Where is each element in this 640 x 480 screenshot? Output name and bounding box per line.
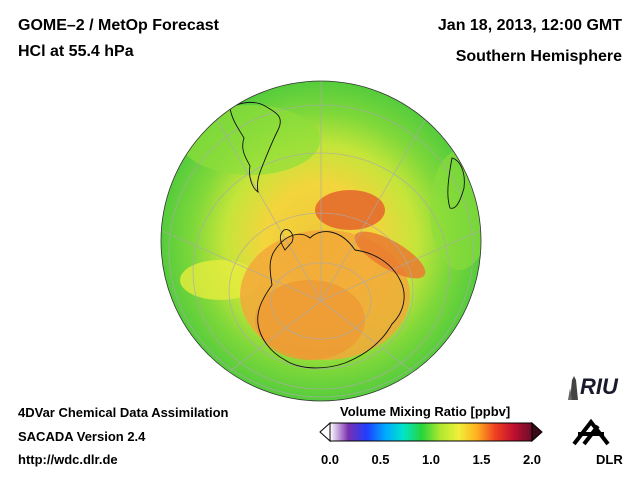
- dlr-logo-icon: [572, 418, 610, 446]
- hcl-tongue: [354, 231, 426, 279]
- colorbar-tick-label: 2.0: [522, 452, 542, 467]
- southern-hemisphere-map: [160, 80, 482, 402]
- riu-logo-text: RIU: [580, 374, 618, 399]
- colorbar-max-arrow: [531, 421, 543, 443]
- antarctica-outline: [257, 231, 405, 369]
- colorbar-min-arrow: [319, 421, 331, 443]
- graticule: [161, 81, 481, 401]
- africa-outline: [447, 157, 465, 209]
- colorbar-title: Volume Mixing Ratio [ppbv]: [340, 404, 511, 419]
- hemisphere-label: Southern Hemisphere: [455, 48, 622, 65]
- antarctic-peninsula-outline: [279, 229, 294, 251]
- colorbar-tick-label: 1.0: [421, 452, 441, 467]
- globe-edge: [160, 80, 482, 402]
- south-america-outline: [229, 101, 281, 193]
- antarctic-core: [255, 280, 365, 360]
- map-title: GOME–2 / MetOp Forecast: [18, 17, 219, 34]
- colorbar-gradient: [329, 422, 533, 442]
- forecast-date: Jan 18, 2013, 12:00 GMT: [437, 17, 622, 34]
- max-hcl-region: [315, 190, 385, 230]
- colorbar-tick-label: 1.5: [472, 452, 491, 467]
- map-subtitle: HCl at 55.4 hPa: [18, 43, 134, 60]
- footer-assimilation: 4DVar Chemical Data Assimilation: [18, 405, 229, 420]
- colorbar-tick-label: 0.0: [320, 452, 340, 467]
- colorbar: [319, 421, 543, 443]
- colorbar-tick-label: 0.5: [371, 452, 390, 467]
- footer-url[interactable]: http://wdc.dlr.de: [18, 452, 118, 467]
- riu-logo-icon: [568, 376, 578, 400]
- dlr-logo-text: DLR: [596, 452, 623, 467]
- low-hcl-region: [180, 105, 320, 175]
- mid-hcl-region: [180, 260, 260, 300]
- footer-version: SACADA Version 2.4: [18, 429, 146, 444]
